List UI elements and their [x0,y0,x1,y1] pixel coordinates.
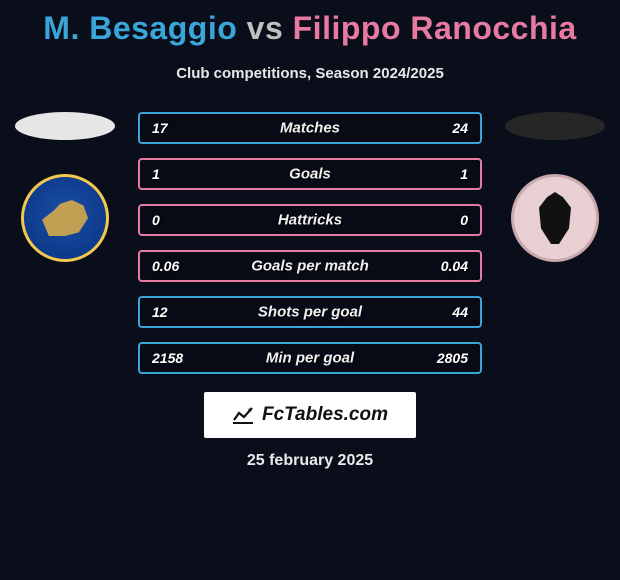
stat-value-left: 0 [152,212,160,228]
stat-bar: 2158 Min per goal 2805 [138,342,482,374]
stat-value-right: 24 [452,120,468,136]
stat-value-right: 1 [460,166,468,182]
brand-box[interactable]: FcTables.com [204,392,416,438]
club-crest-right [511,174,599,262]
player1-marker [15,112,115,140]
stat-bar: 0.06 Goals per match 0.04 [138,250,482,282]
stat-label: Goals [289,166,331,183]
club-crest-left [21,174,109,262]
comparison-card: M. Besaggio vs Filippo Ranocchia Club co… [0,0,620,470]
page-title: M. Besaggio vs Filippo Ranocchia [0,10,620,47]
right-side [500,112,610,262]
stat-value-right: 44 [452,304,468,320]
date-text: 25 february 2025 [247,452,373,470]
stat-value-left: 12 [152,304,168,320]
stats-bars: 17 Matches 24 1 Goals 1 0 Hattricks 0 0.06 Goals p… [138,112,482,374]
stat-label: Matches [280,120,340,137]
stat-label: Min per goal [266,350,354,367]
stat-value-left: 2158 [152,350,183,366]
stat-bar: 12 Shots per goal 44 [138,296,482,328]
player1-name: M. Besaggio [43,10,237,46]
stat-value-left: 0.06 [152,258,179,274]
stat-value-right: 0 [460,212,468,228]
stat-value-right: 0.04 [441,258,468,274]
footer: FcTables.com 25 february 2025 [0,392,620,470]
stat-value-left: 17 [152,120,168,136]
stat-bar: 0 Hattricks 0 [138,204,482,236]
brand-text: FcTables.com [262,404,388,426]
stat-value-left: 1 [152,166,160,182]
stat-bar: 17 Matches 24 [138,112,482,144]
chart-icon [232,406,254,424]
player2-marker [505,112,605,140]
vs-text: vs [247,10,284,46]
stat-value-right: 2805 [437,350,468,366]
main-row: 17 Matches 24 1 Goals 1 0 Hattricks 0 0.06 Goals p… [0,112,620,374]
left-side [10,112,120,262]
stat-label: Goals per match [251,258,369,275]
stat-label: Shots per goal [258,304,362,321]
stat-label: Hattricks [278,212,342,229]
subtitle: Club competitions, Season 2024/2025 [0,65,620,82]
stat-bar: 1 Goals 1 [138,158,482,190]
player2-name: Filippo Ranocchia [293,10,577,46]
